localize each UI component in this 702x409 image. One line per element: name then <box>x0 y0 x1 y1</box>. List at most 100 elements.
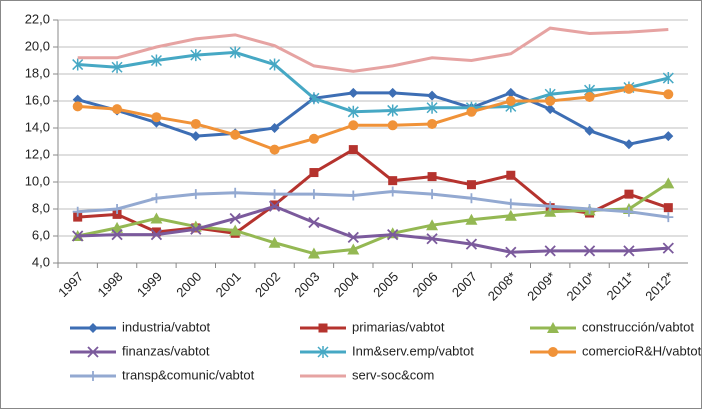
legend-label: finanzas/vabtot <box>122 343 210 358</box>
marker <box>151 112 162 123</box>
marker <box>466 106 477 117</box>
marker <box>387 87 398 98</box>
legend-entry: construcción/vabtot <box>530 319 694 334</box>
marker <box>230 187 241 198</box>
marker <box>308 92 320 105</box>
marker <box>663 89 674 100</box>
marker <box>150 229 163 241</box>
marker <box>623 245 635 257</box>
marker <box>347 231 359 243</box>
legend-entry: serv-soc&com <box>300 367 434 382</box>
marker <box>347 105 359 118</box>
line <box>77 91 669 146</box>
y-tick-label: 8,0 <box>32 200 50 215</box>
marker <box>308 216 320 229</box>
y-tick-label: 18,0 <box>25 65 50 80</box>
y-tick-label: 16,0 <box>25 92 50 107</box>
marker <box>623 206 634 217</box>
marker <box>348 120 359 131</box>
marker <box>229 224 242 236</box>
marker <box>623 139 634 150</box>
marker <box>88 323 98 333</box>
marker <box>150 212 163 224</box>
y-tick-label: 20,0 <box>25 38 50 53</box>
legend-entry: primarias/vabtot <box>300 319 445 334</box>
legend-label: transp&comunic/vabtot <box>122 367 255 382</box>
legend-label: serv-soc&com <box>352 367 434 382</box>
marker <box>624 189 634 199</box>
marker <box>426 233 438 245</box>
legend-label: comercioR&H/vabtot <box>582 343 702 358</box>
legend-entry: industria/vabtot <box>70 319 211 334</box>
marker <box>466 180 476 190</box>
marker <box>307 247 320 259</box>
marker <box>584 91 595 102</box>
marker <box>545 201 556 212</box>
marker <box>190 49 202 62</box>
legend-entry: finanzas/vabtot <box>70 343 210 358</box>
marker <box>151 227 161 237</box>
marker <box>72 101 83 112</box>
marker <box>547 322 559 333</box>
marker <box>111 221 124 233</box>
marker <box>427 172 437 182</box>
y-tick-label: 14,0 <box>25 119 50 134</box>
line <box>77 26 669 73</box>
y-tick-label: 12,0 <box>25 146 50 161</box>
marker <box>584 125 595 136</box>
legend-label: primarias/vabtot <box>352 319 445 334</box>
marker <box>72 58 84 71</box>
marker <box>506 170 516 180</box>
marker <box>230 129 241 140</box>
series <box>72 200 674 258</box>
line <box>77 182 670 256</box>
marker <box>465 213 478 225</box>
marker <box>318 323 328 333</box>
marker <box>73 212 83 222</box>
line <box>77 50 669 114</box>
marker <box>663 131 674 142</box>
line <box>77 204 669 254</box>
series <box>77 26 669 73</box>
marker <box>190 189 201 200</box>
y-tick-label: 10,0 <box>25 173 50 188</box>
marker <box>269 123 280 133</box>
legend-entry: comercioR&H/vabtot <box>530 343 702 358</box>
marker <box>387 120 398 131</box>
marker <box>583 245 596 257</box>
line <box>77 189 669 219</box>
marker <box>112 209 122 219</box>
marker <box>387 229 399 241</box>
marker <box>545 104 556 115</box>
marker <box>190 131 201 142</box>
marker <box>190 223 202 235</box>
marker <box>190 118 201 129</box>
marker <box>229 46 241 59</box>
marker <box>72 206 83 217</box>
marker <box>268 200 281 212</box>
legend-label: construcción/vabtot <box>582 319 694 334</box>
marker <box>426 101 438 114</box>
marker <box>151 193 162 204</box>
marker <box>505 198 516 209</box>
marker <box>112 104 123 115</box>
marker <box>505 246 517 258</box>
marker <box>268 236 281 248</box>
marker <box>72 230 84 242</box>
marker <box>548 347 558 357</box>
marker <box>348 145 358 155</box>
marker <box>662 242 674 254</box>
marker <box>545 96 556 106</box>
series <box>72 83 674 155</box>
marker <box>387 186 398 197</box>
marker <box>348 190 359 201</box>
marker <box>269 58 281 71</box>
marker <box>465 238 478 250</box>
marker <box>348 87 359 98</box>
marker <box>150 54 162 67</box>
marker <box>112 204 123 214</box>
y-tick-label: 4,0 <box>32 254 50 269</box>
marker <box>623 83 634 94</box>
marker <box>87 346 99 358</box>
